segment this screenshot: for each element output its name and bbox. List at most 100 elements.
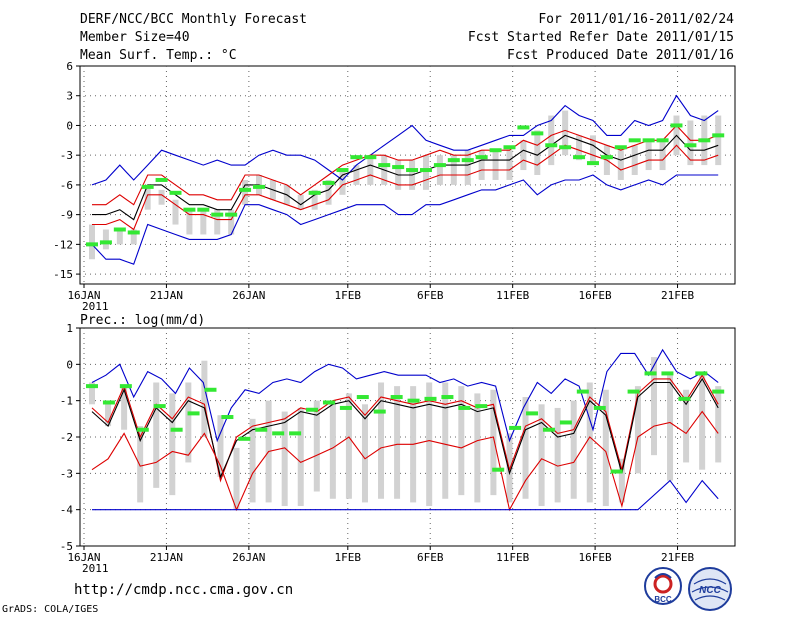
observed-marker [306,407,319,412]
ensemble-box [214,209,221,235]
grads-credit: GrADS: COLA/IGES [2,604,99,615]
x-tick-label: 26JAN [232,289,265,302]
forecast-period-label: For 2011/01/16-2011/02/24 [538,12,734,27]
observed-marker [586,161,599,166]
ensemble-box [158,189,165,205]
ensemble-box [562,110,569,156]
observed-marker [458,405,471,410]
observed-marker [136,427,149,432]
observed-marker [272,431,285,436]
observed-marker [712,389,725,394]
ensemble-box [367,155,374,185]
observed-marker [350,155,363,160]
series-line-upper [91,374,719,483]
ensemble-box [102,229,109,250]
observed-marker [419,168,432,173]
y-tick-label: -6 [60,179,73,192]
ensemble-box [576,135,583,161]
x-tick-label: 21FEB [661,289,694,302]
ensemble-box [353,165,360,185]
observed-marker [628,138,641,143]
ensemble-box [602,389,609,507]
ensemble-box [548,115,555,166]
observed-marker [684,143,697,148]
observed-marker [670,123,683,128]
source-url[interactable]: http://cmdp.ncc.cma.gov.cn [74,582,294,598]
ensemble-box [436,155,443,185]
ensemble-box [422,155,429,190]
x-tick-label: 11FEB [496,289,529,302]
ensemble-box [201,360,208,437]
series-line-min [92,479,719,511]
ensemble-box [442,382,449,499]
series-line-upper [92,124,719,206]
x-tick-label: 21FEB [661,551,694,564]
observed-marker [255,427,268,432]
ensemble-box [586,382,593,503]
variable-label: Mean Surf. Temp.: °C [80,48,237,63]
ensemble-box [249,418,256,503]
observed-marker [614,145,627,150]
observed-marker [407,398,420,403]
ensemble-box [631,145,638,175]
y-tick-label: -4 [60,504,74,517]
svg-text:BCC: BCC [654,595,672,604]
chart-title: DERF/NCC/BCC Monthly Forecast [80,12,307,27]
observed-marker [441,395,454,400]
observed-marker [509,425,522,430]
ensemble-box [116,229,123,245]
observed-marker [712,133,725,138]
observed-marker [406,168,419,173]
ensemble-box [228,209,235,235]
observed-marker [610,469,623,474]
observed-marker [661,371,674,376]
observed-marker [364,155,377,160]
y-tick-label: -12 [53,238,73,251]
y-tick-label: -3 [60,467,73,480]
ensemble-box [634,386,641,474]
series-line-max [91,94,719,186]
observed-marker [204,387,217,392]
series-line-lower [91,410,719,512]
ensemble-box [378,382,385,499]
observed-marker [678,396,691,401]
observed-marker [392,165,405,170]
observed-marker [695,371,708,376]
ensemble-box [715,386,722,463]
y-tick-label: -5 [60,540,73,553]
ensemble-box [617,150,624,180]
x-tick-label: 1FEB [335,289,362,302]
x-tick-label: 16FEB [579,289,612,302]
panel-title: Prec.: log(mm/d) [80,313,205,328]
ensemble-box [478,150,485,180]
x-year-label: 2011 [82,562,109,575]
x-tick-label: 16FEB [579,551,612,564]
observed-marker [424,396,437,401]
ensemble-box [153,382,160,488]
y-tick-label: 0 [66,119,73,132]
observed-marker [155,177,168,182]
x-tick-label: 16JAN [67,551,100,564]
x-tick-label: 11FEB [496,551,529,564]
ensemble-box [589,135,596,166]
ensemble-box [130,229,137,245]
ensemble-box [570,400,577,499]
ensemble-box [361,404,368,503]
y-tick-label: -2 [60,431,73,444]
observed-marker [698,138,711,143]
observed-marker [356,395,369,400]
ensemble-box [200,209,207,235]
observed-marker [99,240,112,245]
observed-marker [627,389,640,394]
ensemble-box [169,393,176,496]
ensemble-box [217,415,224,477]
ensemble-box [492,150,499,180]
observed-marker [559,145,572,150]
y-tick-label: -3 [60,149,73,162]
svg-text:NCC: NCC [699,585,721,596]
ensemble-box [450,155,457,185]
ensemble-box [554,407,561,503]
ensemble-box [89,382,95,405]
